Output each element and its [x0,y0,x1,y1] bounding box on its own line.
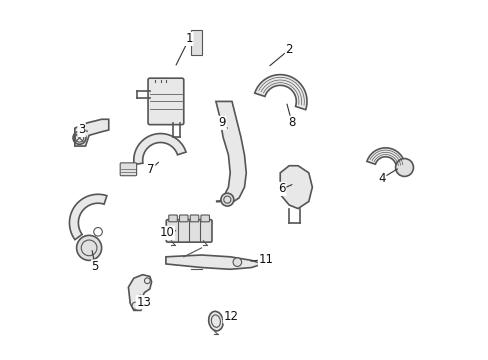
Text: 9: 9 [218,116,227,129]
Text: 2: 2 [269,43,292,66]
Polygon shape [280,166,312,208]
Circle shape [395,158,413,176]
Polygon shape [165,255,262,269]
Polygon shape [190,30,201,55]
Text: 5: 5 [91,251,99,273]
Text: 3: 3 [78,123,87,136]
Text: 11: 11 [250,253,273,266]
Circle shape [233,258,241,266]
FancyBboxPatch shape [120,163,136,176]
Text: 8: 8 [286,104,295,129]
FancyBboxPatch shape [168,215,177,222]
Text: 6: 6 [278,183,291,195]
Polygon shape [128,275,151,310]
Ellipse shape [208,311,223,331]
Polygon shape [75,119,108,146]
Text: 1: 1 [176,32,192,65]
Text: 10: 10 [159,226,175,239]
FancyBboxPatch shape [201,215,209,222]
FancyBboxPatch shape [190,215,198,222]
Circle shape [77,235,102,260]
Polygon shape [254,75,306,110]
Text: 4: 4 [378,169,397,185]
Text: 12: 12 [222,310,238,323]
Polygon shape [69,194,107,240]
FancyBboxPatch shape [179,215,188,222]
FancyBboxPatch shape [166,220,212,242]
Polygon shape [366,148,405,167]
FancyBboxPatch shape [148,78,183,125]
Text: 7: 7 [147,162,158,176]
Polygon shape [134,134,185,165]
Text: 13: 13 [136,295,151,309]
Polygon shape [216,102,246,202]
Circle shape [221,193,233,206]
